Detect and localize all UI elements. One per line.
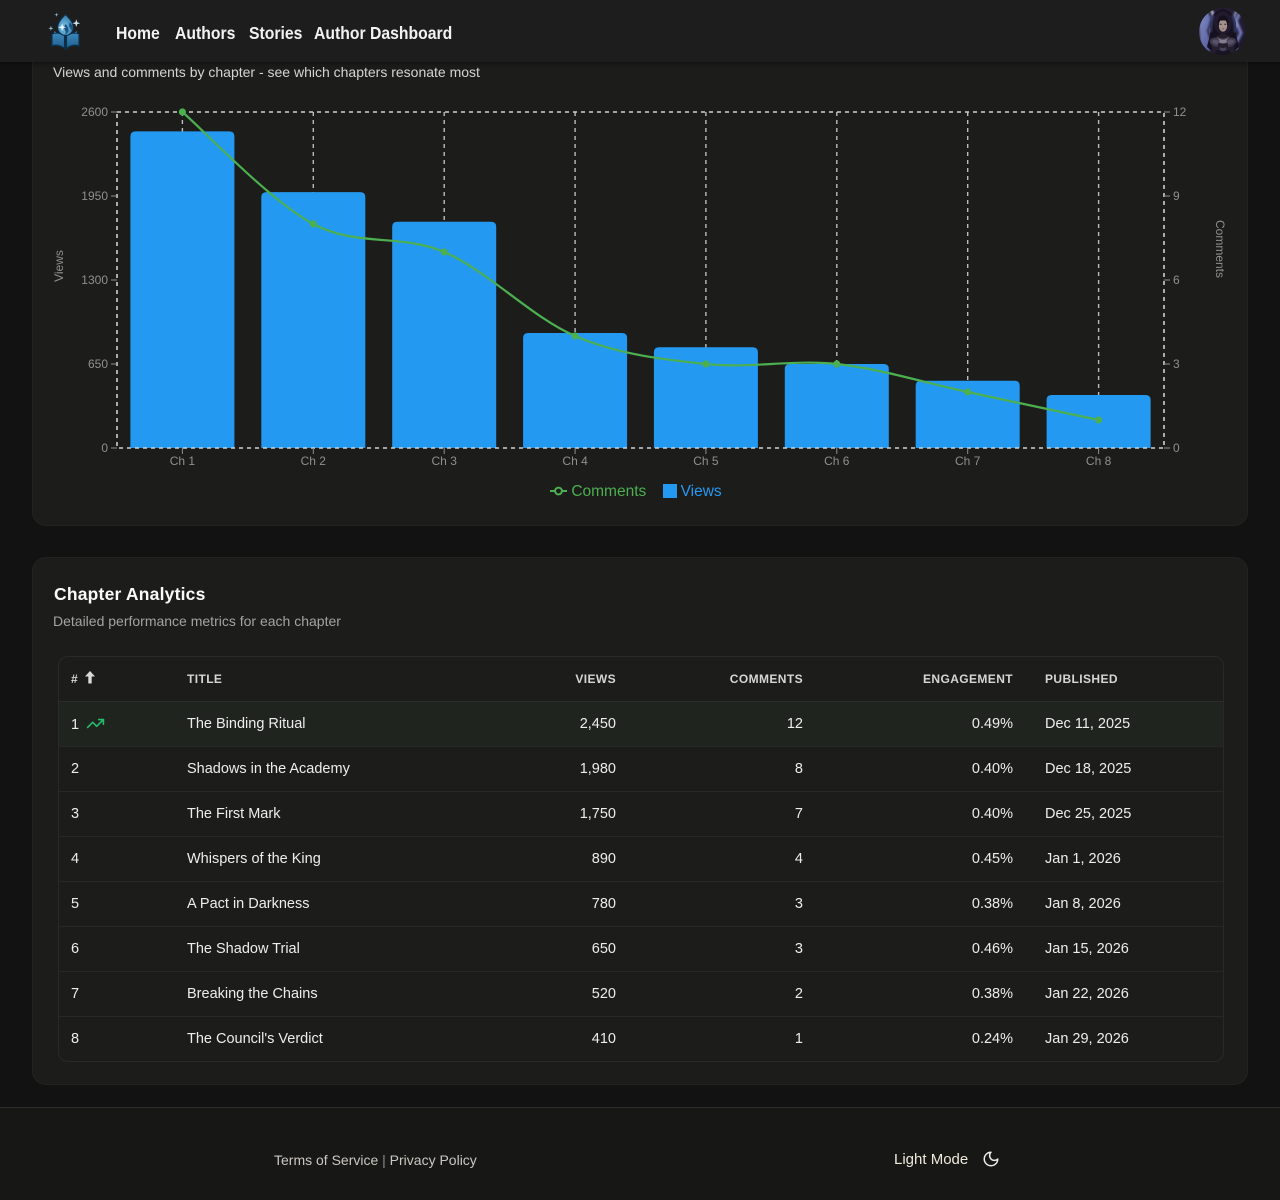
svg-text:6: 6 — [1173, 273, 1180, 287]
svg-text:Ch 4: Ch 4 — [562, 454, 588, 468]
svg-text:3: 3 — [1173, 357, 1180, 371]
svg-text:Ch 6: Ch 6 — [824, 454, 850, 468]
svg-text:Ch 7: Ch 7 — [955, 454, 981, 468]
svg-text:Ch 8: Ch 8 — [1086, 454, 1112, 468]
svg-text:Ch 2: Ch 2 — [301, 454, 327, 468]
svg-text:0: 0 — [1173, 441, 1180, 455]
svg-text:Views: Views — [52, 250, 66, 282]
svg-text:1300: 1300 — [81, 273, 108, 287]
svg-text:9: 9 — [1173, 189, 1180, 203]
svg-text:Comments: Comments — [1213, 220, 1227, 278]
svg-text:650: 650 — [88, 357, 108, 371]
svg-text:2600: 2600 — [81, 105, 108, 119]
svg-text:12: 12 — [1173, 105, 1187, 119]
svg-text:Ch 1: Ch 1 — [170, 454, 196, 468]
svg-text:1950: 1950 — [81, 189, 108, 203]
svg-text:Ch 5: Ch 5 — [693, 454, 719, 468]
svg-text:Ch 3: Ch 3 — [432, 454, 458, 468]
svg-text:0: 0 — [101, 441, 108, 455]
